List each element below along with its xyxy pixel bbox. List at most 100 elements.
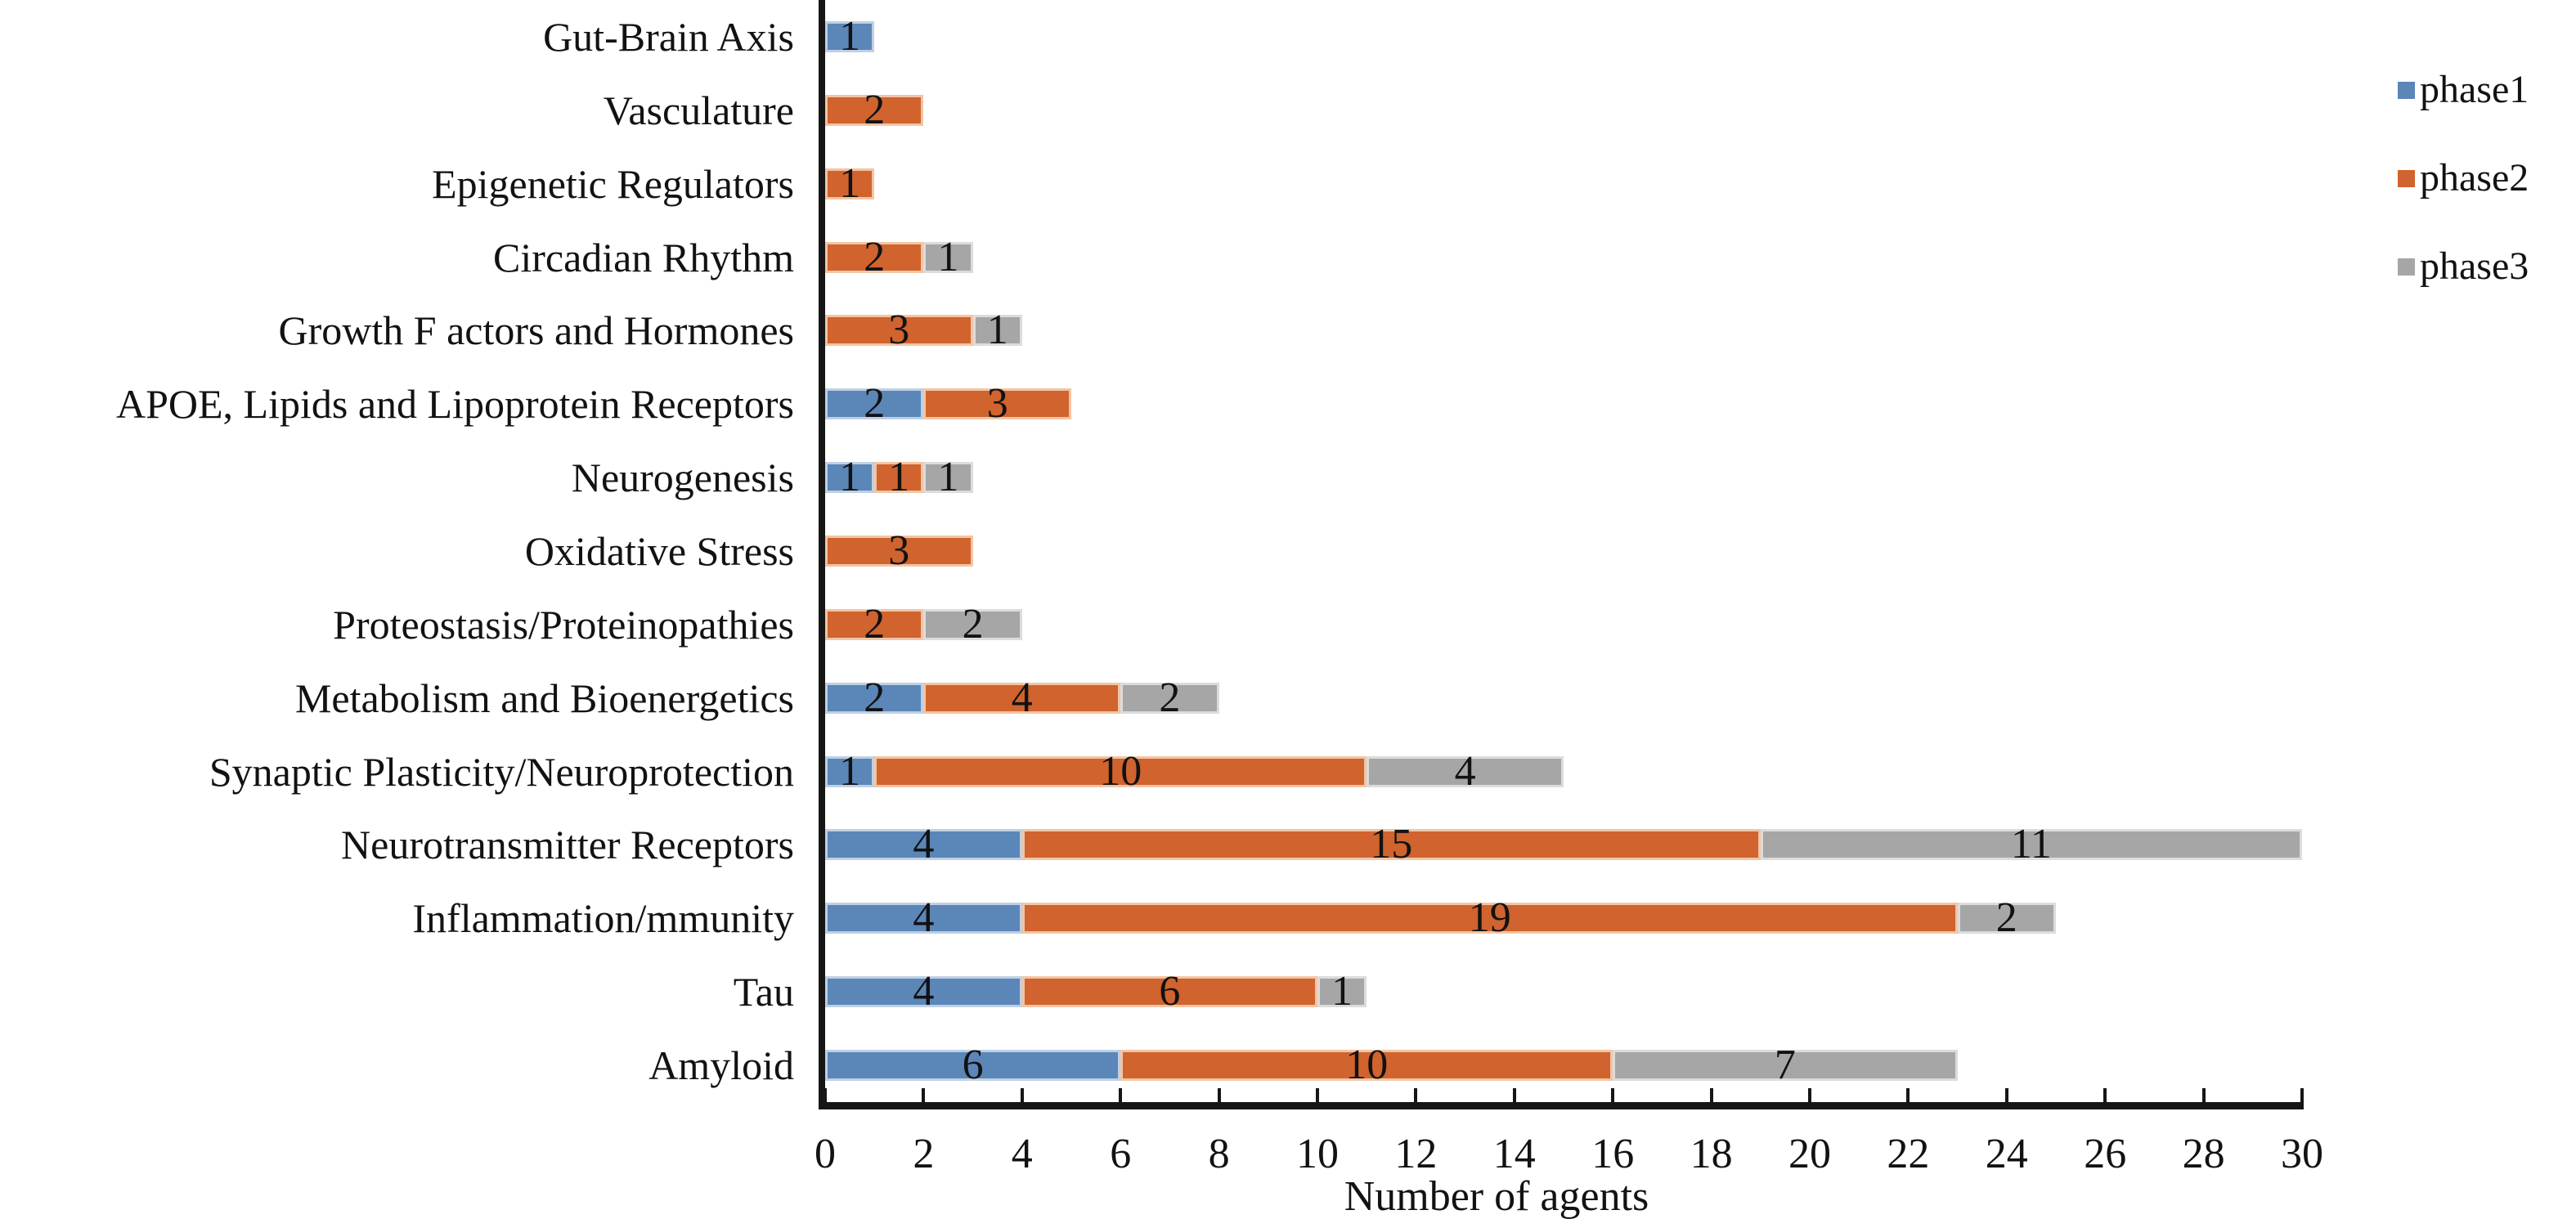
x-axis-tick	[1119, 1088, 1123, 1102]
legend: phase1 phase2 phase3	[0, 0, 2576, 409]
category-label: APOE, Lipids and Lipoprotein Receptors	[115, 381, 794, 428]
legend-swatch-phase1	[2398, 81, 2415, 99]
bar-segment-phase2: 2	[825, 88, 924, 131]
bar-segment-phase2: 3	[923, 383, 1071, 425]
bar-row: 2	[825, 88, 924, 131]
bar-value-label: 10	[1099, 747, 1142, 795]
x-axis-tick-label: 28	[2182, 1131, 2225, 1177]
bar-value-label: 2	[864, 233, 886, 280]
bar-segment-phase2: 3	[825, 309, 973, 352]
x-axis-tick	[1808, 1088, 1811, 1102]
bar-value-label: 11	[2010, 821, 2052, 868]
x-axis-tick	[824, 1088, 827, 1102]
legend-label: phase1	[2420, 68, 2529, 111]
x-axis-tick-label: 18	[1690, 1131, 1733, 1177]
bar-segment-phase1: 1	[825, 456, 875, 499]
bar-value-label: 4	[913, 894, 935, 942]
bar-value-label: 1	[937, 454, 959, 501]
bar-value-label: 6	[1159, 968, 1181, 1015]
bar-segment-phase1: 2	[825, 676, 924, 719]
x-axis-tick	[1611, 1088, 1615, 1102]
legend-label: phase2	[2420, 156, 2529, 199]
bar-segment-phase2: 2	[825, 603, 924, 645]
bar-segment-phase1: 1	[825, 750, 875, 792]
category-label: Amyloid	[648, 1042, 794, 1089]
bar-row: 6 10 7	[825, 1044, 1958, 1087]
bar-segment-phase2: 3	[825, 530, 973, 572]
category-label: Neurotransmitter Receptors	[341, 822, 794, 868]
x-axis-tick-label: 4	[1011, 1131, 1033, 1177]
bar-row: 1	[825, 162, 875, 204]
bar-value-label: 3	[888, 307, 910, 354]
category-label: Metabolism and Bioenergetics	[294, 675, 794, 721]
x-axis-tick	[1217, 1088, 1221, 1102]
bar-value-label: 1	[839, 159, 861, 207]
bar-value-label: 4	[1011, 674, 1033, 721]
bar-value-label: 7	[1774, 1042, 1796, 1089]
x-axis-tick	[1020, 1088, 1024, 1102]
x-axis-tick	[2201, 1088, 2206, 1102]
x-axis-tick	[1414, 1088, 1418, 1102]
plot-area: 1 2 1 2 1 3 1 2 3 1 1 1 3 2 2 2 4 2 1 10 4 4 15 11 4 19 2 4 6 1 6 10 7	[825, 15, 2302, 1087]
x-axis-tick-label: 26	[2084, 1131, 2127, 1177]
bar-segment-phase3: 2	[1957, 897, 2056, 939]
bar-segment-phase2: 19	[1021, 897, 1958, 939]
x-axis-tick	[1906, 1088, 1910, 1102]
bar-value-label: 3	[986, 380, 1008, 428]
bar-row: 4 6 1	[825, 970, 1367, 1013]
bar-value-label: 4	[1454, 747, 1476, 795]
bar-value-label: 6	[962, 1042, 984, 1089]
bar-segment-phase1: 4	[825, 823, 1022, 866]
bar-segment-phase2: 10	[874, 750, 1367, 792]
bar-value-label: 15	[1370, 821, 1413, 868]
category-label: Epigenetic Regulators	[432, 160, 794, 207]
bar-segment-phase3: 1	[1317, 970, 1367, 1013]
legend-item-phase1: phase1	[2398, 70, 2529, 110]
category-label: Tau	[733, 969, 794, 1015]
bar-segment-phase2: 1	[825, 162, 875, 204]
category-label: Proteostasis/Proteinopathies	[333, 601, 794, 648]
bar-value-label: 3	[888, 527, 910, 574]
bar-row: 3	[825, 530, 973, 572]
y-axis-line	[819, 0, 825, 1109]
category-label: Neurogenesis	[571, 455, 794, 501]
bar-segment-phase1: 1	[825, 15, 875, 57]
bar-segment-phase2: 6	[1021, 970, 1317, 1013]
bar-segment-phase3: 2	[1120, 676, 1219, 719]
bar-value-label: 2	[962, 600, 984, 648]
bar-segment-phase3: 1	[972, 309, 1022, 352]
bar-segment-phase1: 2	[825, 383, 924, 425]
x-axis-tick-label: 0	[815, 1131, 836, 1177]
bar-value-label: 2	[864, 380, 886, 428]
bar-value-label: 1	[1331, 968, 1353, 1015]
bar-row: 4 19 2	[825, 897, 2056, 939]
bar-value-label: 1	[839, 454, 861, 501]
x-axis-tick	[922, 1088, 926, 1102]
bar-value-label: 1	[986, 307, 1008, 354]
x-axis-tick-label: 8	[1208, 1131, 1230, 1177]
bar-segment-phase1: 4	[825, 970, 1022, 1013]
bar-segment-phase3: 4	[1367, 750, 1564, 792]
x-axis-tick-label: 30	[2281, 1131, 2323, 1177]
x-axis-line	[819, 1102, 2304, 1109]
legend-item-phase2: phase2	[2398, 159, 2529, 198]
bar-row: 1 10 4	[825, 750, 1564, 792]
bar-segment-phase3: 11	[1760, 823, 2302, 866]
bar-segment-phase3: 2	[923, 603, 1022, 645]
x-axis-tick-label: 22	[1887, 1131, 1930, 1177]
x-axis-title: Number of agents	[1344, 1173, 1649, 1220]
bar-value-label: 4	[913, 968, 935, 1015]
category-label: Oxidative Stress	[524, 528, 794, 574]
legend-swatch-phase2	[2398, 169, 2415, 187]
bar-value-label: 10	[1345, 1042, 1389, 1089]
bar-row: 4 15 11	[825, 823, 2302, 866]
bar-value-label: 2	[1995, 894, 2017, 942]
bar-segment-phase3: 1	[923, 456, 973, 499]
category-label: Vasculature	[603, 87, 794, 133]
bar-segment-phase3: 7	[1613, 1044, 1958, 1087]
x-axis-tick	[2103, 1088, 2107, 1102]
